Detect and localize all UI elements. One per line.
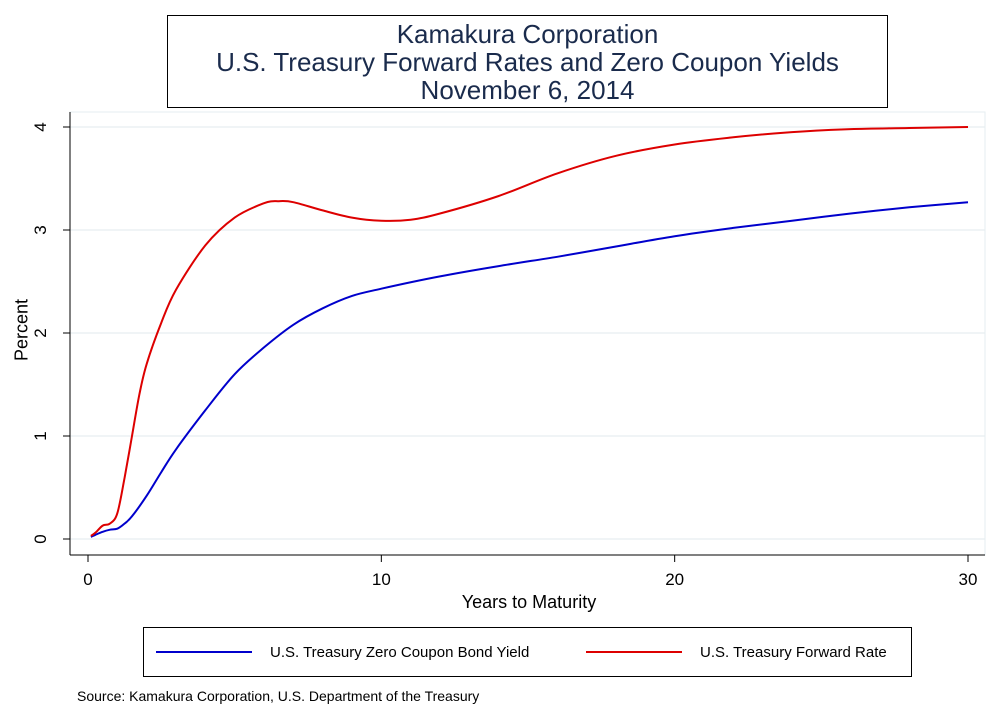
y-tick-label-2: 2 [31,328,50,337]
chart-title: Kamakura Corporation U.S. Treasury Forwa… [167,15,888,108]
x-tick-label-10: 10 [372,570,391,589]
legend-label-zero-yield: U.S. Treasury Zero Coupon Bond Yield [270,643,530,661]
x-axis-label: Years to Maturity [461,592,597,612]
legend: U.S. Treasury Zero Coupon Bond Yield U.S… [143,627,912,677]
title-line-3: November 6, 2014 [420,75,635,105]
title-line-1: Kamakura Corporation [396,19,659,49]
y-axis-label: Percent [11,298,32,362]
legend-label-forward-rate: U.S. Treasury Forward Rate [700,643,887,661]
legend-item-zero-yield: U.S. Treasury Zero Coupon Bond Yield [156,628,529,676]
legend-swatch-forward-rate [586,651,682,653]
forward-rate-line [90,126,969,537]
title-line-2: U.S. Treasury Forward Rates and Zero Cou… [216,47,839,77]
y-tick-label-4: 4 [31,122,50,131]
legend-swatch-zero-yield [156,651,252,653]
plot-area: 0 1 2 3 4 0 10 20 30 [31,111,986,589]
y-tick-label-1: 1 [31,431,50,440]
zero-yield-line [90,201,969,538]
y-tick-label-0: 0 [31,534,50,543]
legend-item-forward-rate: U.S. Treasury Forward Rate [586,628,887,676]
x-tick-label-0: 0 [83,570,92,589]
x-tick-label-20: 20 [665,570,684,589]
x-tick-label-30: 30 [959,570,978,589]
source-note: Source: Kamakura Corporation, U.S. Depar… [77,688,480,704]
y-tick-label-3: 3 [31,225,50,234]
